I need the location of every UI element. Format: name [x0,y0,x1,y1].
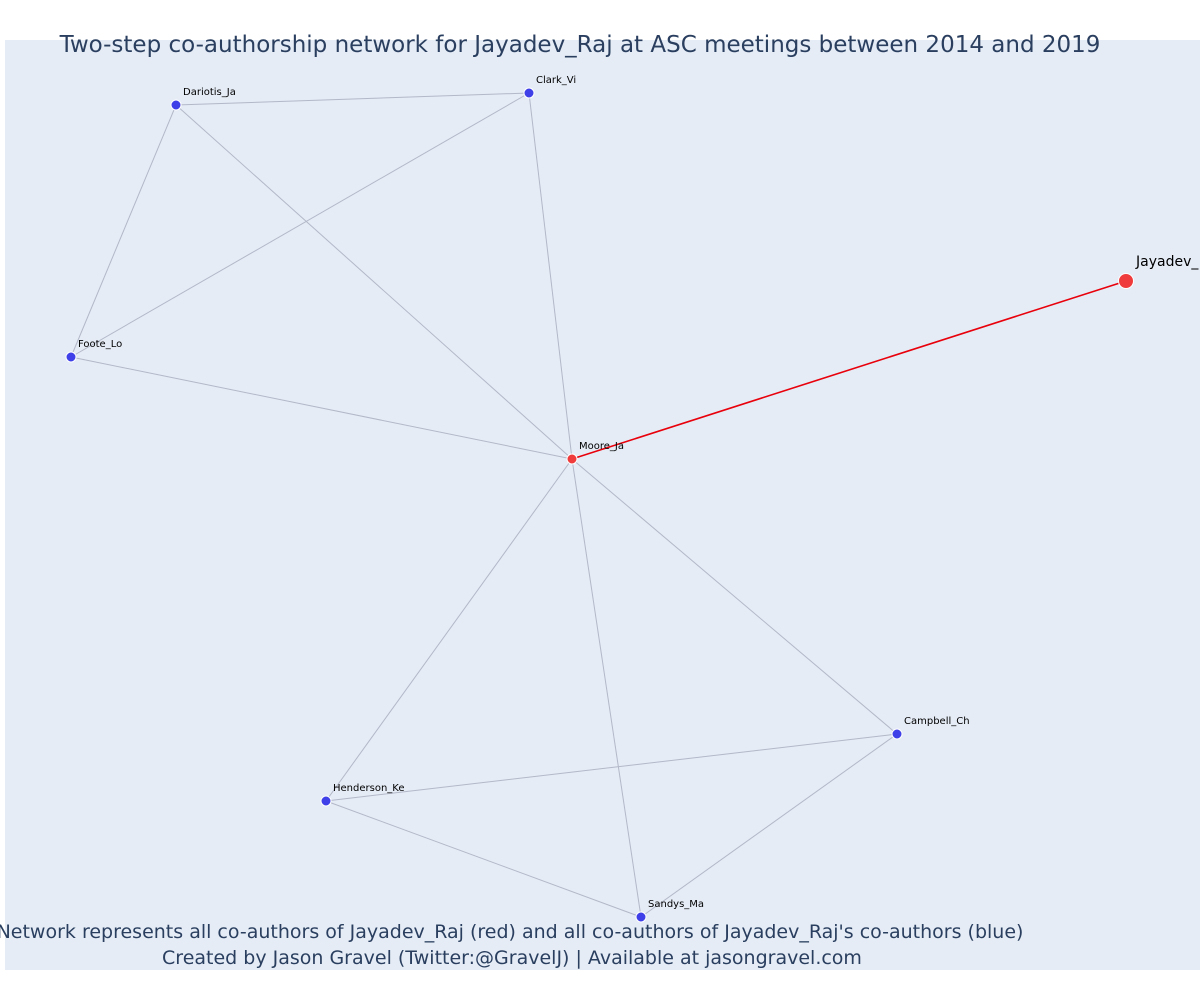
node-Foote_Lo[interactable] [65,351,77,363]
caption-line-1: Network represents all co-authors of Jay… [0,921,1023,943]
chart-title: Two-step co-authorship network for Jayad… [59,32,1101,58]
node-Clark_Vi[interactable] [523,87,535,99]
node-label-Sandys_Ma: Sandys_Ma [648,899,704,910]
edge-Dariotis_Ja-Foote_Lo [70,104,177,358]
node-Jayadev_Raj[interactable] [1118,273,1134,289]
node-label-Campbell_Ch: Campbell_Ch [904,716,970,727]
node-Henderson_Ke[interactable] [320,795,332,807]
edge-Campbell_Ch-Sandys_Ma [640,733,898,918]
node-label-Moore_Ja: Moore_Ja [579,441,624,452]
nodes-layer [65,87,1134,923]
edge-Campbell_Ch-Henderson_Ke [325,733,898,802]
node-label-Clark_Vi: Clark_Vi [536,75,576,86]
edge-Clark_Vi-Foote_Lo [70,92,530,358]
plot-background [5,40,1200,970]
edges-layer [70,92,1127,918]
node-labels-layer: Jayadev_ Moore_Ja Dariotis_Ja Clark_Vi Foote… [78,75,1199,910]
edge-Moore_Ja-Campbell_Ch [571,458,898,735]
edge-Jayadev_Raj-Moore_Ja [571,280,1127,460]
node-label-Foote_Lo: Foote_Lo [78,339,122,350]
edge-Moore_Ja-Dariotis_Ja [175,104,573,460]
edge-Moore_Ja-Henderson_Ke [325,458,573,802]
node-Sandys_Ma[interactable] [635,911,647,923]
node-Campbell_Ch[interactable] [891,728,903,740]
node-label-Henderson_Ke: Henderson_Ke [333,783,405,794]
edge-Moore_Ja-Foote_Lo [70,356,573,460]
edge-Moore_Ja-Clark_Vi [528,92,573,460]
edge-Dariotis_Ja-Clark_Vi [175,92,530,106]
node-label-Dariotis_Ja: Dariotis_Ja [183,87,236,98]
node-Dariotis_Ja[interactable] [170,99,182,111]
node-Moore_Ja[interactable] [566,453,578,465]
node-label-Jayadev_Raj: Jayadev_ [1135,254,1199,270]
caption-line-2: Created by Jason Gravel (Twitter:@Gravel… [162,947,862,969]
edge-Moore_Ja-Sandys_Ma [571,458,642,918]
edge-Henderson_Ke-Sandys_Ma [325,800,642,918]
